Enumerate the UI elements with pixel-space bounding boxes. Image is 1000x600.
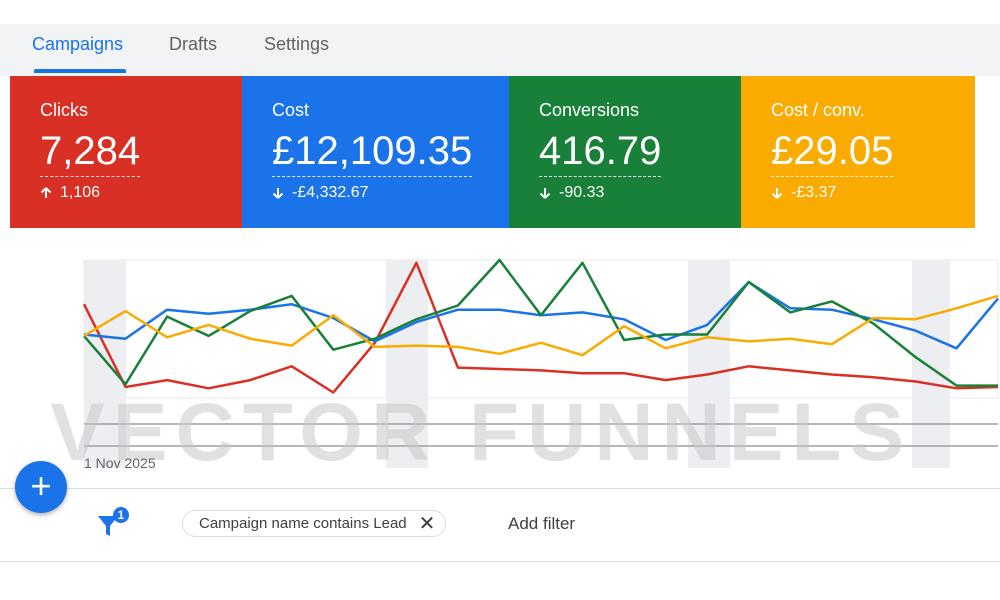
metric-delta-value: -£4,332.67: [292, 184, 369, 201]
filter-count-badge: 1: [118, 508, 125, 522]
filter-icon[interactable]: 1: [96, 505, 132, 539]
metric-delta-value: -£3.37: [791, 184, 837, 201]
chart-start-date: 1 Nov 2025: [84, 455, 156, 471]
tab-campaigns[interactable]: Campaigns: [32, 34, 124, 54]
metric-label: Cost / conv.: [771, 100, 865, 120]
metric-delta: -£3.37: [771, 184, 836, 202]
metric-delta-value: -90.33: [559, 184, 605, 201]
performance-chart: [82, 258, 999, 468]
weekend-band: [912, 260, 950, 468]
metric-cards: Clicks 7,284 1,106 Cost £12,109.35 -£4,3…: [10, 76, 1000, 228]
arrow-down-icon: [771, 188, 783, 199]
metric-label: Clicks: [40, 100, 88, 120]
filter-chip-label: Campaign name contains Lead: [199, 515, 407, 532]
metric-delta: 1,106: [40, 184, 100, 202]
metric-value: £12,109.35: [272, 128, 473, 177]
metric-card-cost-per-conv[interactable]: Cost / conv. £29.05 -£3.37: [741, 76, 975, 228]
metric-value: £29.05: [771, 128, 894, 177]
metric-delta: -£4,332.67: [272, 184, 369, 202]
chart-background: [83, 259, 999, 468]
filter-bar: [0, 488, 1000, 562]
metric-card-conversions[interactable]: Conversions 416.79 -90.33: [509, 76, 741, 228]
metric-label: Cost: [272, 100, 310, 120]
tab-drafts[interactable]: Drafts: [169, 34, 218, 54]
weekend-band: [688, 260, 730, 468]
weekend-band: [84, 260, 126, 468]
series-line-2: [83, 258, 998, 387]
metric-label: Conversions: [539, 100, 640, 120]
arrow-down-icon: [272, 188, 284, 199]
weekend-band: [386, 260, 428, 468]
chart-lines: [82, 258, 999, 394]
series-line-3: [83, 294, 999, 357]
add-fab-button[interactable]: +: [15, 461, 67, 513]
tab-settings[interactable]: Settings: [264, 34, 330, 54]
tab-bar: Campaigns Drafts Settings: [0, 24, 1000, 76]
add-filter-button[interactable]: Add filter: [508, 514, 576, 533]
active-tab-indicator: [34, 69, 126, 73]
arrow-down-icon: [539, 188, 551, 199]
metric-delta: -90.33: [539, 184, 604, 202]
close-icon[interactable]: ✕: [418, 512, 436, 535]
arrow-up-icon: [40, 187, 52, 198]
series-line-0: [82, 261, 999, 394]
metric-value: 7,284: [40, 128, 141, 177]
metric-card-clicks[interactable]: Clicks 7,284 1,106: [10, 76, 242, 228]
metric-delta-value: 1,106: [60, 184, 101, 201]
metric-card-cost[interactable]: Cost £12,109.35 -£4,332.67: [242, 76, 509, 228]
metric-value: 416.79: [539, 128, 662, 177]
filter-chip[interactable]: Campaign name contains Lead ✕: [182, 510, 447, 537]
